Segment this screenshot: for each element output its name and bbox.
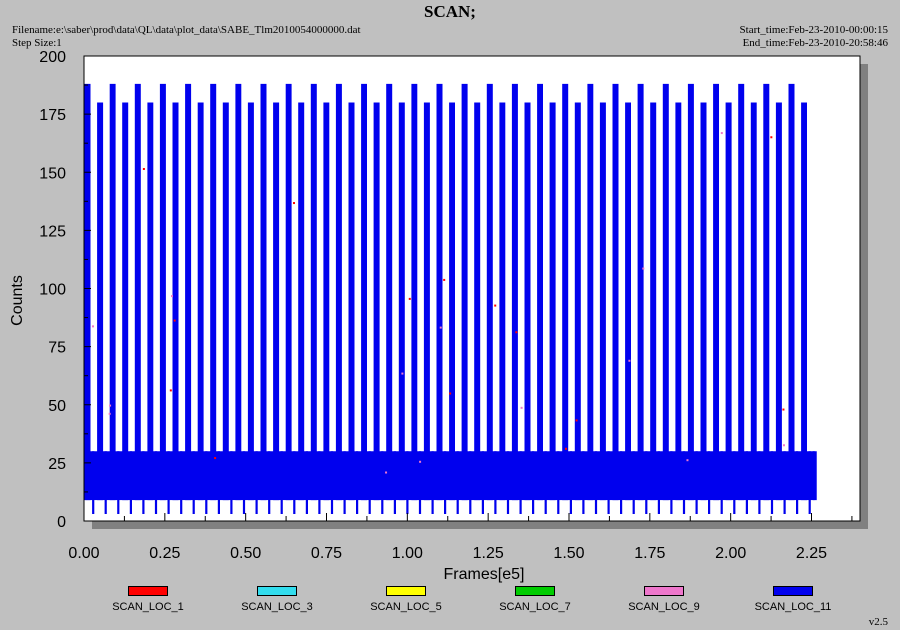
series-point <box>575 419 578 422</box>
y-tick-label: 200 <box>39 49 66 66</box>
series-point <box>439 326 442 329</box>
y-tick-label: 175 <box>39 107 66 124</box>
data-layer <box>84 83 817 514</box>
x-tick-label: 0.25 <box>149 545 180 562</box>
series-point <box>515 331 518 334</box>
series-point <box>173 319 176 322</box>
legend-label: SCAN_LOC_11 <box>754 601 832 613</box>
series-point <box>494 304 497 307</box>
y-tick-label: 25 <box>48 456 66 473</box>
legend-label: SCAN_LOC_3 <box>241 601 313 613</box>
series-point <box>449 392 452 395</box>
series-point <box>401 372 404 375</box>
series-point <box>419 460 422 463</box>
series-point <box>628 359 631 362</box>
legend-label: SCAN_LOC_9 <box>628 601 700 613</box>
series-point <box>214 457 217 460</box>
y-tick-label: 150 <box>39 165 66 182</box>
x-tick-label: 1.75 <box>634 545 665 562</box>
series-point <box>782 408 785 411</box>
legend-swatch <box>644 586 684 596</box>
series-point <box>169 389 172 392</box>
legend-item-scan-loc-3: SCAN_LOC_3 <box>217 586 337 613</box>
series-point <box>443 278 446 281</box>
version-label: v2.5 <box>868 616 888 628</box>
legend-item-scan-loc-1: SCAN_LOC_1 <box>88 586 208 613</box>
legend-swatch <box>386 586 426 596</box>
series-point <box>142 167 145 170</box>
legend-swatch <box>515 586 555 596</box>
series-point <box>91 325 94 328</box>
x-tick-label: 0.50 <box>230 545 261 562</box>
series-point <box>564 447 567 450</box>
filename-label: Filename:e:\saber\prod\data\QL\data\plot… <box>12 24 361 36</box>
series-point <box>385 471 388 474</box>
y-tick-label: 75 <box>48 340 66 357</box>
start-time-label: Start_time:Feb-23-2010-00:00:15 <box>739 24 888 36</box>
step-size-label: Step Size:1 <box>12 37 62 49</box>
series-scan-loc-1 <box>142 136 785 460</box>
x-tick-label: 1.50 <box>553 545 584 562</box>
axes: 0 25 50 75 100 125 150 175 200 0.00 0.25 0.50 0.75 1.… <box>39 49 853 562</box>
series-scan-loc-9 <box>91 132 785 474</box>
y-tick-label: 100 <box>39 282 66 299</box>
chart-title: SCAN; <box>424 2 476 21</box>
end-time-label: End_time:Feb-23-2010-20:58:46 <box>742 37 888 49</box>
series-point <box>782 444 785 447</box>
legend-item-scan-loc-11: SCAN_LOC_11 <box>733 586 853 613</box>
series-point <box>720 132 723 135</box>
legend-swatch <box>128 586 168 596</box>
legend-item-scan-loc-9: SCAN_LOC_9 <box>604 586 724 613</box>
series-point <box>171 295 174 298</box>
legend-label: SCAN_LOC_5 <box>370 601 442 613</box>
x-tick-label: 2.00 <box>715 545 746 562</box>
series-point <box>109 404 112 407</box>
legend-label: SCAN_LOC_1 <box>112 601 184 613</box>
legend-swatch <box>257 586 297 596</box>
series-point <box>520 406 523 409</box>
x-tick-label: 0.75 <box>311 545 342 562</box>
x-tick-label: 0.00 <box>68 545 99 562</box>
y-tick-label: 125 <box>39 223 66 240</box>
y-axis-label: Counts <box>9 275 26 326</box>
series-point <box>770 136 773 139</box>
series-point <box>293 202 296 205</box>
x-axis-label: Frames[e5] <box>444 566 525 583</box>
series-point <box>108 412 111 415</box>
x-tick-label: 1.25 <box>473 545 504 562</box>
series-point <box>408 297 411 300</box>
y-tick-label: 0 <box>57 514 66 531</box>
legend-item-scan-loc-7: SCAN_LOC_7 <box>475 586 595 613</box>
y-tick-label: 50 <box>48 398 66 415</box>
series-point <box>642 267 645 270</box>
series-scan-loc-11 <box>84 83 811 514</box>
series-point <box>686 459 689 462</box>
legend-label: SCAN_LOC_7 <box>499 601 571 613</box>
x-tick-label: 1.00 <box>392 545 423 562</box>
x-tick-label: 2.25 <box>796 545 827 562</box>
legend-swatch <box>773 586 813 596</box>
legend-item-scan-loc-5: SCAN_LOC_5 <box>346 586 466 613</box>
